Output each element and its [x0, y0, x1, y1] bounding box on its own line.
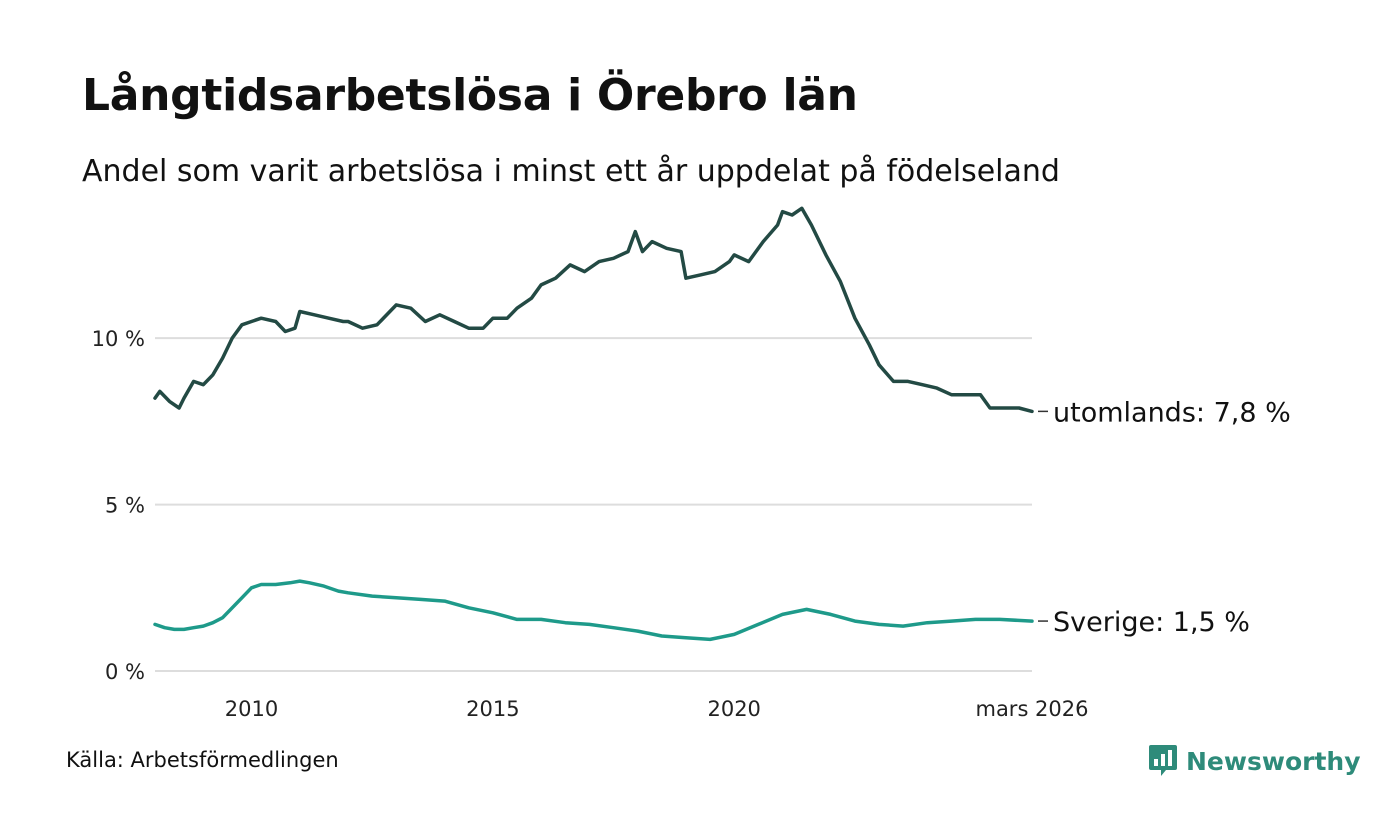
series-end-label-utomlands: utomlands: 7,8 % — [1053, 397, 1291, 428]
x-tick-label: mars 2026 — [975, 697, 1088, 721]
brand-name: Newsworthy — [1186, 746, 1361, 776]
x-tick-label: 2020 — [707, 697, 760, 721]
y-tick-label: 0 % — [105, 660, 145, 684]
series-end-labels: utomlands: 7,8 % Sverige: 1,5 % — [1038, 397, 1291, 638]
brand-logo[interactable]: Newsworthy — [1148, 744, 1361, 778]
series-lines — [153, 206, 1034, 642]
series-line-utomlands — [153, 206, 1034, 414]
source-note: Källa: Arbetsförmedlingen — [66, 748, 339, 772]
chart-title: Långtidsarbetslösa i Örebro län — [82, 70, 858, 121]
x-tick-label: 2015 — [466, 697, 519, 721]
y-tick-label: 5 % — [105, 494, 145, 518]
y-axis-ticks: 0 % 5 % 10 % — [92, 327, 145, 684]
chart-subtitle: Andel som varit arbetslösa i minst ett å… — [82, 154, 1060, 189]
grid-lines — [155, 337, 1032, 672]
y-tick-label: 10 % — [92, 327, 145, 351]
x-axis-ticks: 2010 2015 2020 mars 2026 — [225, 697, 1089, 721]
newsworthy-logo-icon — [1149, 745, 1177, 776]
x-tick-label: 2010 — [225, 697, 278, 721]
series-end-label-sverige: Sverige: 1,5 % — [1053, 607, 1250, 638]
series-line-sverige — [153, 579, 1034, 642]
